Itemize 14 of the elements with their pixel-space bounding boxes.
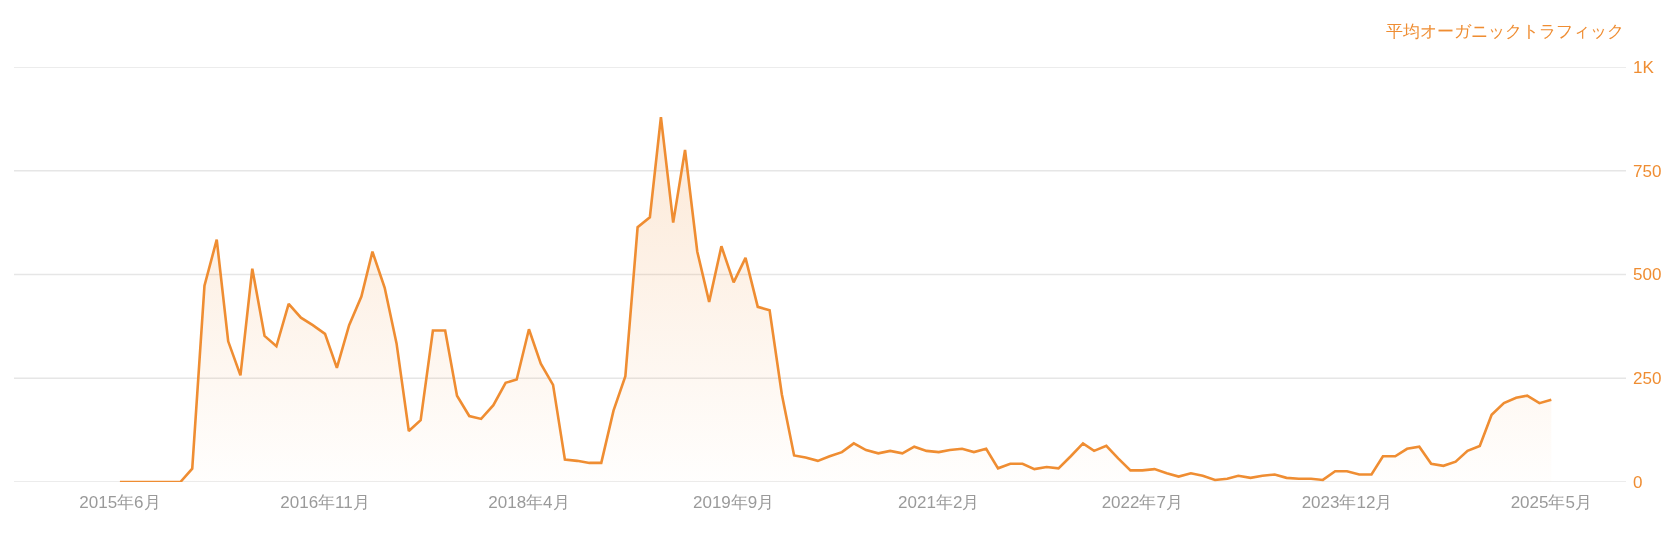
x-tick-label: 2018年4月: [488, 493, 570, 512]
y-tick-label: 500: [1633, 265, 1662, 285]
x-tick-label: 2023年12月: [1301, 493, 1393, 512]
y-tick-label: 1K: [1633, 57, 1655, 77]
y-tick-label: 750: [1633, 161, 1662, 181]
x-tick-label: 2025年5月: [1510, 493, 1592, 512]
x-tick-label: 2016年11月: [280, 493, 370, 512]
x-tick-label: 2015年6月: [79, 493, 161, 512]
y-tick-label: 250: [1633, 369, 1662, 389]
x-tick-label: 2022年7月: [1101, 493, 1183, 512]
x-tick-label: 2021年2月: [898, 493, 980, 512]
y-axis-title: 平均オーガニックトラフィック: [1386, 22, 1624, 41]
x-tick-label: 2019年9月: [693, 493, 775, 512]
y-tick-label: 0: [1633, 472, 1643, 492]
